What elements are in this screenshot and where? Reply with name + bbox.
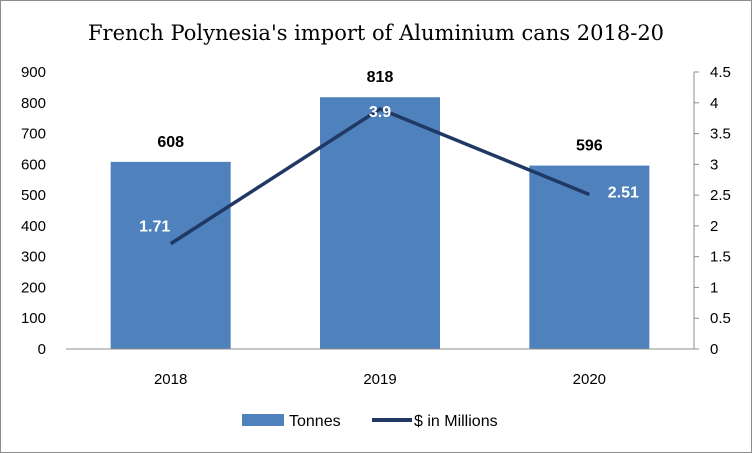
x-tick-label: 2020: [573, 371, 606, 388]
y-left-tick-label: 200: [21, 279, 46, 296]
x-tick-label: 2019: [363, 371, 396, 388]
bar-2018: [110, 161, 231, 349]
y-right-tick-label: 2.5: [710, 187, 731, 204]
y-left-tick-label: 400: [21, 218, 46, 235]
y-right-tick-label: 0: [710, 341, 718, 358]
legend-tonnes-swatch: [242, 414, 284, 426]
line-value-label: 1.71: [139, 219, 170, 236]
bar-series: [110, 97, 650, 349]
legend-tonnes-label: Tonnes: [289, 413, 341, 430]
y-left-tick-label: 800: [21, 95, 46, 112]
bar-value-label: 608: [157, 134, 184, 151]
line-value-label: 3.9: [369, 104, 391, 121]
y-left-tick-label: 700: [21, 126, 46, 143]
y-right-tick-label: 4: [710, 95, 718, 112]
line-series: [169, 107, 590, 246]
y-left-tick-label: 300: [21, 249, 46, 266]
line-value-label: 2.51: [608, 184, 639, 201]
y-left-tick-label: 0: [38, 341, 46, 358]
y-right-tick-label: 4.5: [710, 64, 731, 81]
line-dollars-in-millions: [169, 107, 590, 246]
y-right-tick-label: 3.5: [710, 126, 731, 143]
bar-value-label: 818: [367, 69, 394, 86]
chart-title: French Polynesia's import of Aluminium c…: [88, 21, 664, 45]
y-left-tick-label: 500: [21, 187, 46, 204]
bar-2019: [320, 97, 440, 349]
y-left-tick-label: 600: [21, 156, 46, 173]
legend-dollars-label: $ in Millions: [414, 413, 498, 430]
y-left-tick-label: 100: [21, 310, 46, 327]
data-labels: 608 818 596 1.71 3.9 2.51: [139, 69, 639, 236]
y-right-tick-label: 3: [710, 156, 718, 173]
x-tick-label: 2018: [154, 371, 187, 388]
y-left-tick-label: 900: [21, 64, 46, 81]
y-right-tick-label: 2: [710, 218, 718, 235]
bar-value-label: 596: [576, 138, 603, 155]
axes: 0 100 200 300 400 500 600 700 800 900 0 0.5 1 1.5 2 2.5…: [21, 64, 731, 388]
y-right-tick-label: 0.5: [710, 310, 731, 327]
bar-2020: [529, 165, 650, 349]
y-right-tick-label: 1.5: [710, 249, 731, 266]
legend: Tonnes $ in Millions: [242, 413, 498, 430]
y-right-tick-label: 1: [710, 279, 718, 296]
